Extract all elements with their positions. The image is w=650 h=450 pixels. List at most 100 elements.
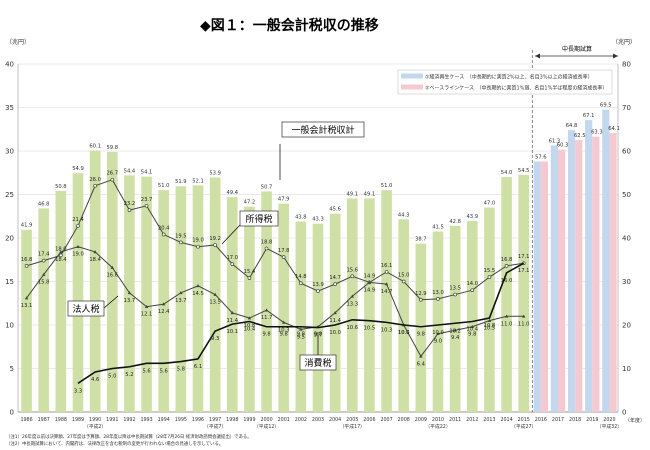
income-tax-marker [41,258,46,263]
x-tick-label: 2012 [466,417,478,423]
line-value-label: 14.7 [381,289,393,295]
legend-swatch-growth [401,73,423,79]
corp-tax-marker [162,302,166,306]
total-bar-label: 54.0 [501,170,513,176]
line-value-label: 9.8 [417,332,425,338]
income-tax-marker [196,244,200,249]
legend-swatch-baseline [401,84,423,90]
series-lines [24,177,526,384]
callouts: 一般会計税収計 所得税 法人税 消費税 [67,121,365,371]
left-tick-label: 25 [5,191,14,199]
left-tick-label: 15 [5,278,14,286]
line-value-label: 15.8 [38,280,50,286]
line-value-label: 9.0 [434,339,442,345]
line-value-label: 10.4 [467,327,479,333]
left-axis: 0 5 10 15 20 25 30 35 40 [5,61,19,417]
line-value-label: 11.0 [518,321,530,327]
note-2: （注2）中長期試算において、内閣府は、法律改正を含む税制の変更が行われない場合の… [6,440,223,447]
x-tick-label: 1999 [243,417,255,423]
callout-box-income [239,210,279,227]
x-tick-label: 2013 [483,417,495,423]
total-bar [381,190,392,412]
x-tick-label: 2007 [380,417,392,423]
forecast-baseline-value: 63.3 [591,130,603,136]
income-tax-marker [93,183,97,188]
total-bar [158,190,170,412]
callout-income: 所得税 [245,213,272,225]
income-tax-marker [299,281,303,286]
left-tick-label: 20 [5,235,14,243]
callout-box-consumption [299,354,337,371]
left-tick-label: 0 [10,409,14,417]
forecast-baseline-value: 64.1 [608,126,620,132]
line-value-label: 17.1 [518,254,530,260]
line-value-label: 15.6 [347,267,359,273]
line-value-label: 3.3 [74,388,82,394]
line-value-label: 10.5 [364,326,376,332]
line-value-label: 13.7 [124,298,136,304]
income-tax-marker [470,288,475,293]
total-bar-label: 42.8 [449,219,461,225]
total-bar [432,231,444,412]
line-value-label: 20.4 [158,226,170,232]
line-value-label: 10.8 [244,323,256,329]
forecast-baseline-value: 60.3 [557,143,569,149]
line-value-label: 5.8 [177,367,185,373]
line-value-label: 10.0 [329,330,341,336]
x-tick-label: 1986 [20,417,32,423]
corp-tax-marker [436,331,440,335]
line-value-label: 10.5 [484,326,496,332]
right-tick-label: 60 [622,148,631,156]
total-bar [89,150,101,412]
x-tick-label: 1998 [226,417,238,423]
line-value-label: 9.8 [468,332,476,338]
corp-tax-marker [367,280,372,284]
line-value-label: 14.9 [364,287,376,293]
x-tick-label: 2018 [569,417,581,423]
total-bar-label: 49.1 [364,191,376,197]
left-tick-label: 30 [5,148,14,156]
right-axis-unit: （兆円） [612,38,636,46]
line-value-label: 12.1 [141,312,153,318]
forecast-label-value: 57.6 [535,154,547,160]
era-label: （平成17） [340,423,365,430]
total-bar-label: 54.4 [124,168,136,174]
x-tick-label: 2000 [260,417,272,423]
x-tick-label: 2014 [500,417,512,423]
line-value-label: 14.8 [295,274,307,280]
legend-label-baseline: ②ベースラインケース （中長期的に実質1%弱、名目1%半ば程度の経済成長率） [425,85,607,92]
line-value-label: 14.0 [467,281,479,287]
line-value-label: 9.8 [297,332,305,338]
forecast-growth-bar [567,130,576,412]
corp-tax-marker [522,314,526,318]
income-tax-marker [110,177,115,182]
total-bar [192,185,204,412]
x-tick-label: 1989 [72,417,84,423]
corp-tax-marker [144,304,149,309]
line-value-label: 11.4 [227,318,239,324]
callout-leader-corp [103,295,119,309]
legend-box [397,69,613,95]
right-tick-label: 80 [622,61,631,69]
era-label: （平成32） [597,423,622,430]
legend-label-growth: ①経済再生ケース （中長期的に実質2%以上、名目3%以上の経済成長率） [425,74,593,81]
income-tax-marker [127,208,132,213]
corp-tax-marker [384,282,389,286]
corp-tax-marker [282,320,286,324]
forecast-baseline-bar [540,161,549,412]
legend: ①経済再生ケース （中長期的に実質2%以上、名目3%以上の経済成長率） ②ベース… [397,69,613,95]
line-value-label: 5.0 [108,374,116,380]
corp-tax-marker [59,250,63,254]
line-value-label: 16.8 [21,257,33,263]
line-value-label: 15.4 [244,269,256,275]
line-value-label: 4.6 [91,377,99,383]
era-label: （平成7） [204,423,226,430]
total-bar [415,243,427,412]
corp-tax-marker [487,318,492,322]
x-tick-label: 1994 [158,417,170,423]
income-tax-marker [264,246,269,251]
income-tax-marker [161,232,166,237]
line-value-label: 12.4 [158,309,170,315]
line-value-label: 23.7 [141,197,153,203]
forecast-growth-value: 64.8 [566,123,578,129]
